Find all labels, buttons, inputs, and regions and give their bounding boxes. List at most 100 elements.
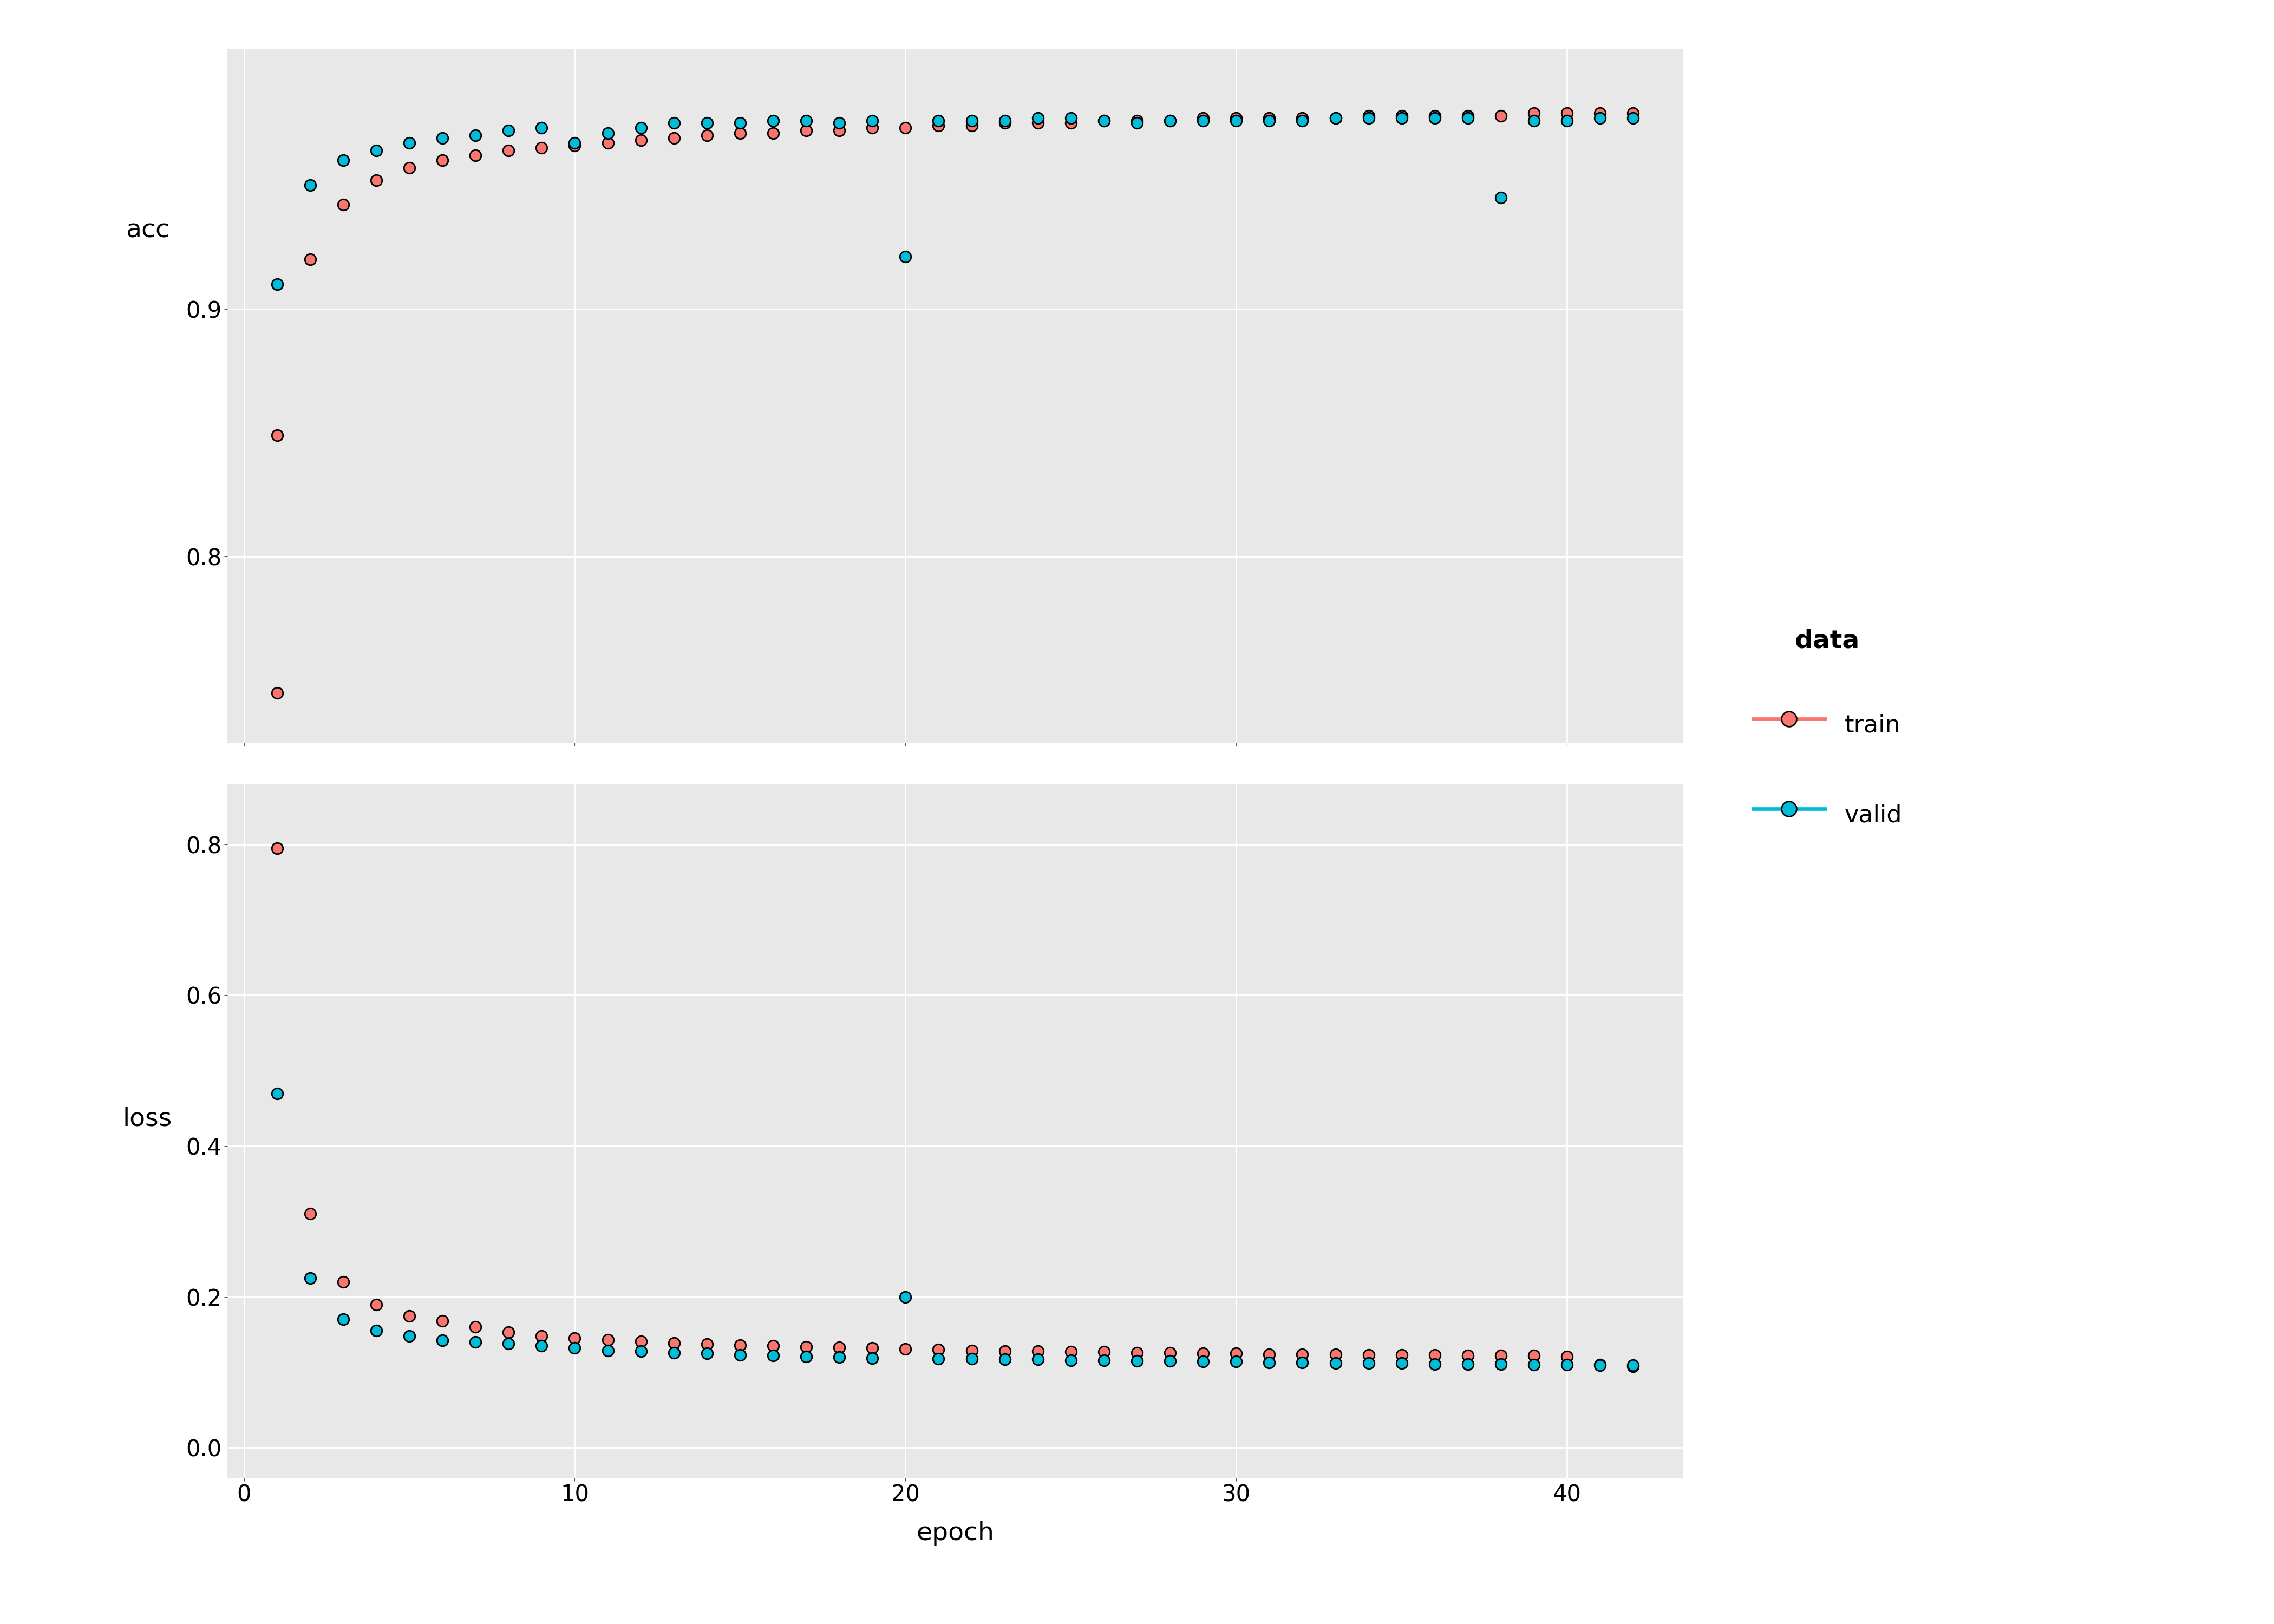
Point (1417, 102, 1453, 128)
Point (259, 422, 296, 448)
Point (457, 1328, 493, 1354)
Point (325, 148, 362, 174)
Point (655, 110, 691, 136)
Point (1483, 185, 1519, 211)
Point (557, 133, 594, 159)
Point (1251, 1350, 1287, 1376)
Point (457, 143, 493, 169)
Point (425, 125, 462, 151)
Point (921, 107, 957, 133)
Point (1153, 1340, 1189, 1366)
Point (1549, 101, 1585, 127)
Point (1417, 1341, 1453, 1367)
Point (1383, 1341, 1419, 1367)
Point (259, 1080, 296, 1106)
Point (325, 1268, 362, 1294)
Point (391, 1302, 428, 1328)
Point (523, 1333, 559, 1359)
Point (1085, 107, 1121, 133)
Point (1185, 1340, 1221, 1366)
Point (425, 1307, 462, 1333)
Point (789, 107, 825, 133)
Point (1317, 1341, 1353, 1367)
Point (655, 1340, 691, 1366)
Point (1449, 1351, 1485, 1377)
Point (1351, 102, 1387, 128)
Point (1185, 1348, 1221, 1374)
Point (1583, 1351, 1619, 1377)
Point (1019, 1346, 1055, 1372)
Point (523, 115, 559, 141)
Point (1153, 107, 1189, 133)
Point (1483, 102, 1519, 128)
Point (1219, 1340, 1255, 1366)
Point (1483, 1351, 1519, 1377)
Point (1251, 106, 1287, 132)
Point (589, 130, 625, 156)
Y-axis label: acc: acc (125, 219, 168, 244)
Point (491, 1319, 528, 1345)
Point (1053, 106, 1089, 132)
Point (1449, 1343, 1485, 1369)
Point (1517, 101, 1553, 127)
Point (1285, 107, 1321, 133)
Point (1219, 106, 1255, 132)
Point (1417, 106, 1453, 132)
Point (557, 1335, 594, 1361)
Point (1019, 106, 1055, 132)
Point (1285, 106, 1321, 132)
Point (1517, 1351, 1553, 1377)
Point (721, 120, 757, 146)
Point (855, 1335, 891, 1361)
Point (821, 117, 857, 143)
Point (1119, 1348, 1155, 1374)
Point (1219, 107, 1255, 133)
Point (1053, 110, 1089, 136)
Point (259, 835, 296, 861)
Point (689, 122, 725, 148)
Point (357, 1317, 393, 1343)
Point (1053, 1348, 1089, 1374)
Point (1615, 1353, 1651, 1379)
Point (1119, 110, 1155, 136)
Point (789, 117, 825, 143)
Point (425, 148, 462, 174)
Point (821, 110, 857, 136)
Point (325, 1306, 362, 1332)
Point (557, 130, 594, 156)
Point (689, 1340, 725, 1366)
Point (855, 115, 891, 141)
Point (1549, 1351, 1585, 1377)
Point (1583, 101, 1619, 127)
Point (887, 1285, 923, 1311)
Point (987, 1346, 1023, 1372)
Point (491, 138, 528, 164)
Point (953, 1338, 989, 1364)
Point (623, 127, 659, 153)
Point (623, 115, 659, 141)
Point (1085, 1348, 1121, 1374)
Point (689, 110, 725, 136)
Point (887, 1337, 923, 1363)
Point (1351, 106, 1387, 132)
Point (655, 1330, 691, 1356)
Point (755, 107, 791, 133)
Point (887, 115, 923, 141)
Point (589, 1327, 625, 1353)
Point (391, 130, 428, 156)
Point (987, 107, 1023, 133)
Point (921, 1337, 957, 1363)
Point (457, 1314, 493, 1340)
Point (1019, 110, 1055, 136)
Point (1185, 106, 1221, 132)
Point (623, 1338, 659, 1364)
Point (1615, 1353, 1651, 1379)
Point (1383, 102, 1419, 128)
Point (1019, 1338, 1055, 1364)
Point (689, 1332, 725, 1358)
Point (1119, 107, 1155, 133)
Point (357, 167, 393, 193)
Point (1153, 1348, 1189, 1374)
Point (1351, 1350, 1387, 1376)
Point (789, 1343, 825, 1369)
